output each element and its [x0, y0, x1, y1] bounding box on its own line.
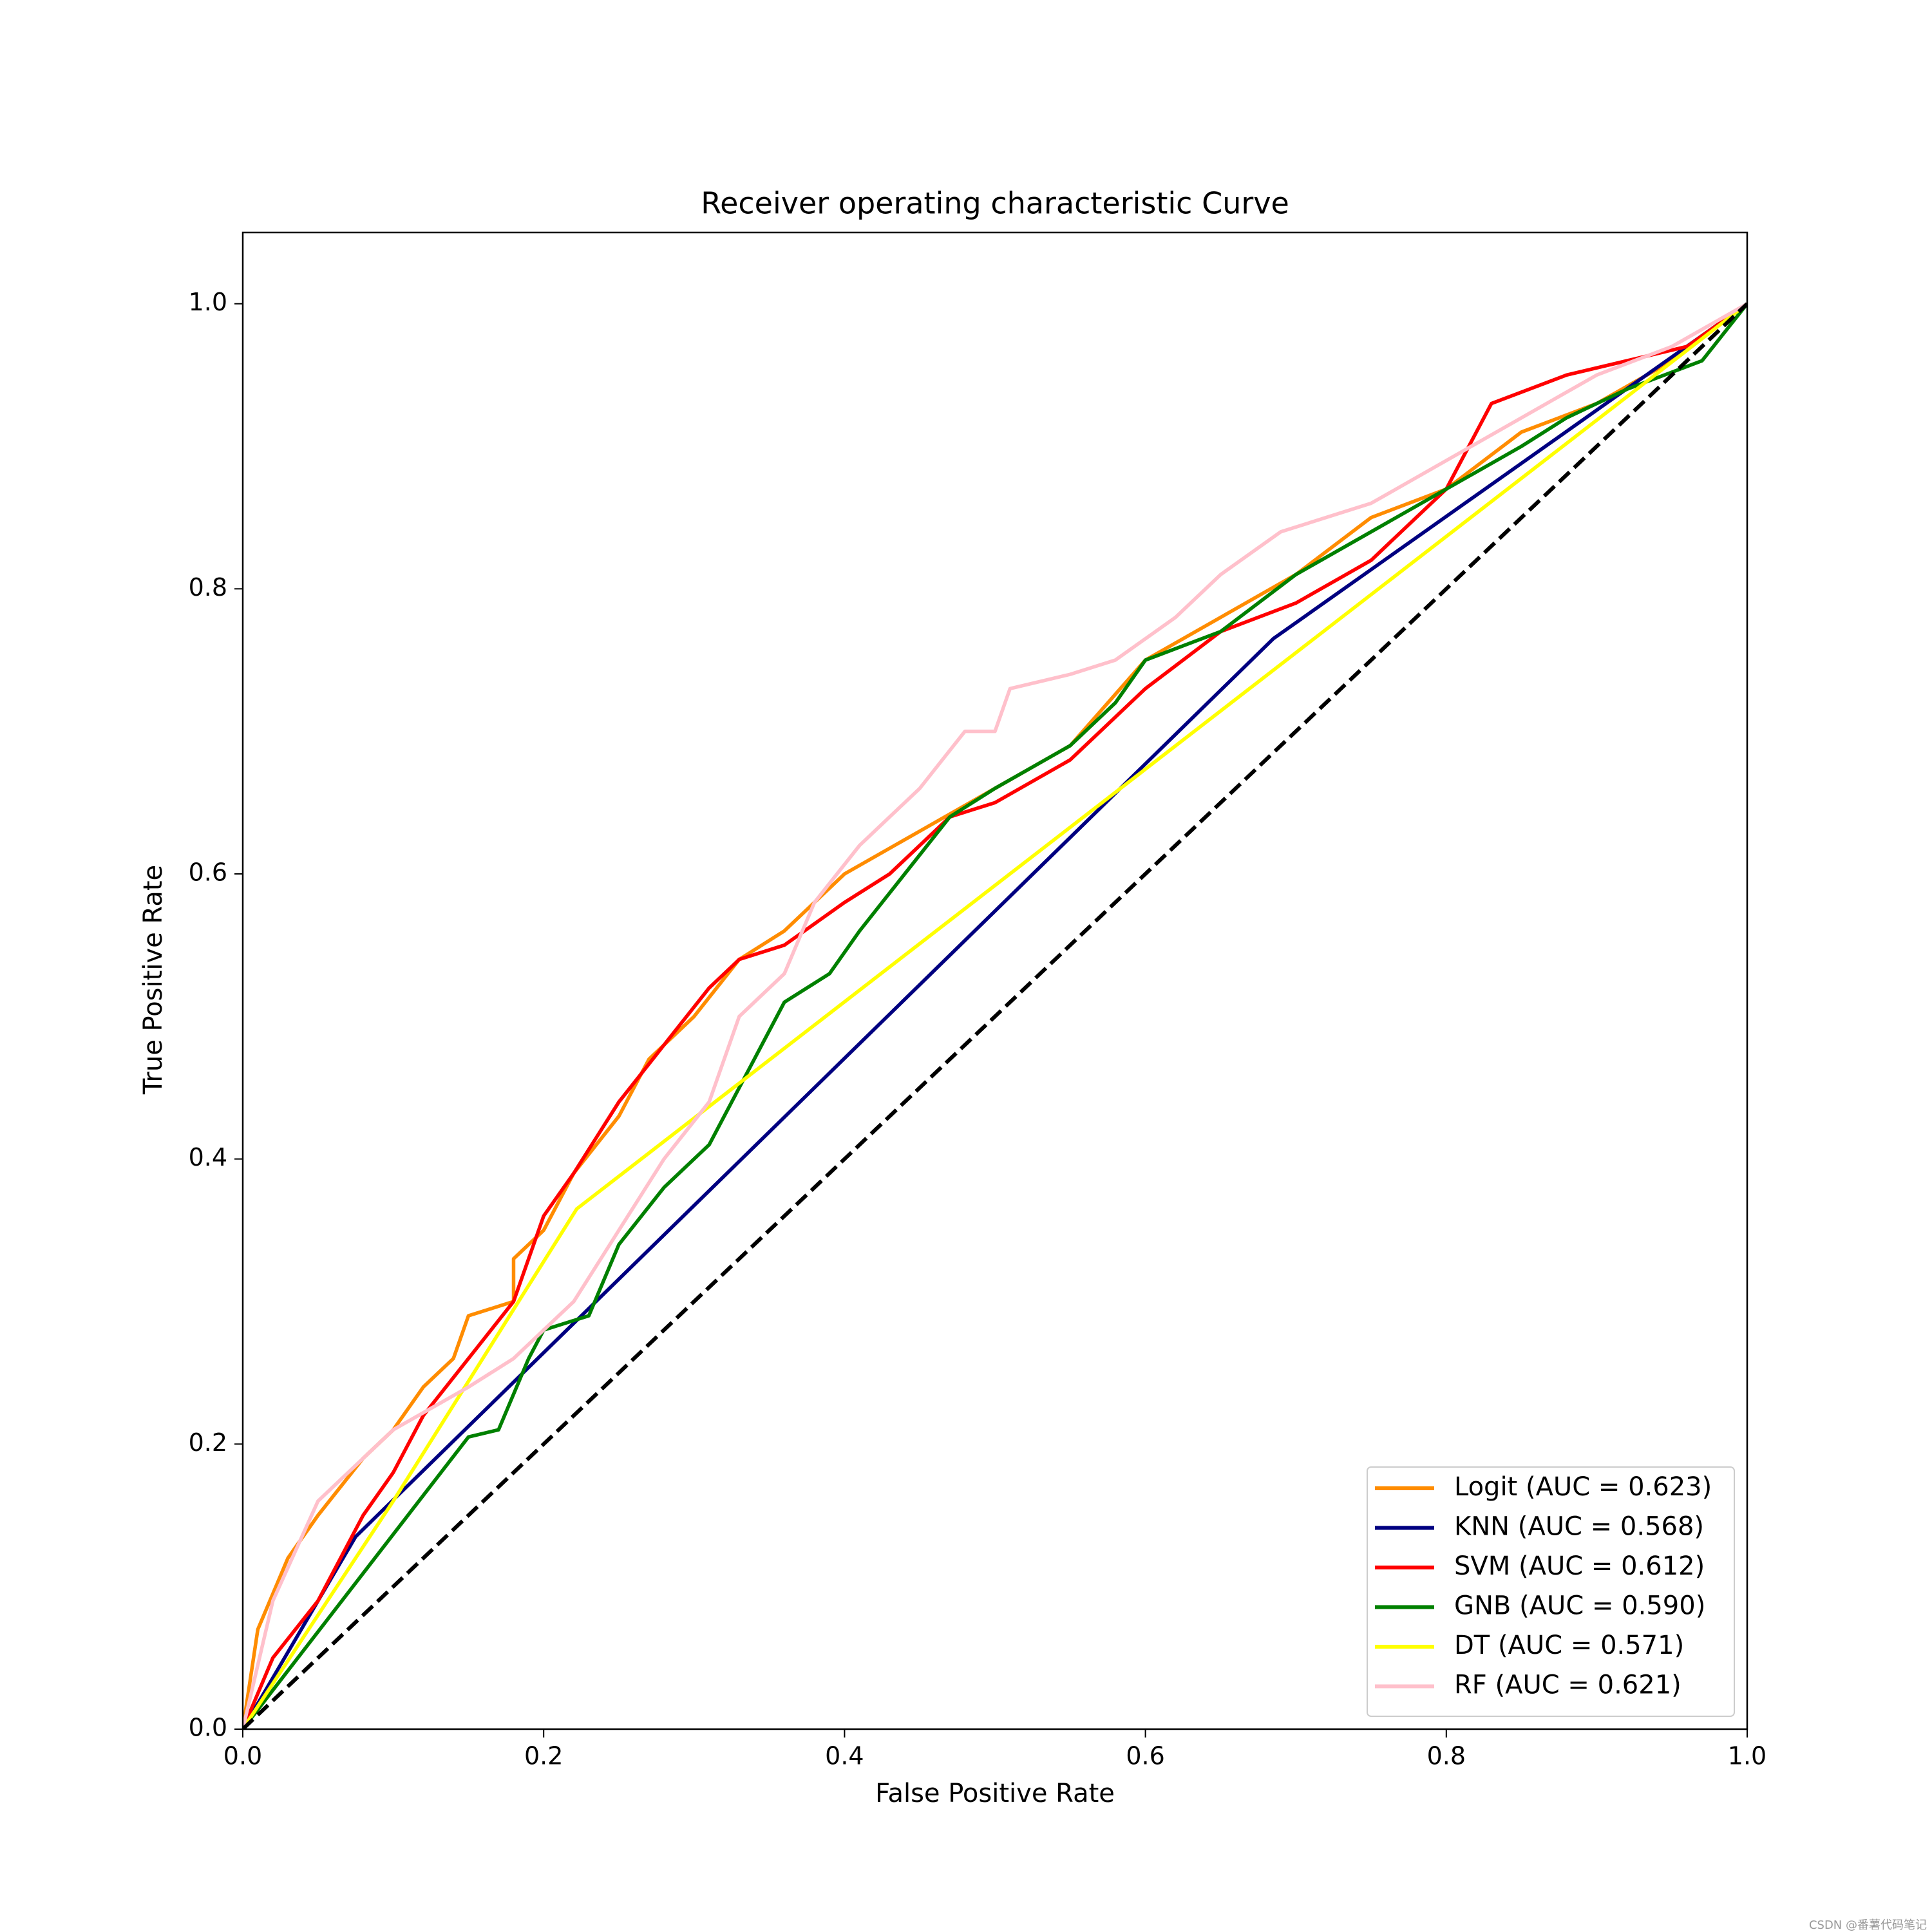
x-axis-label: False Positive Rate — [875, 1779, 1115, 1808]
x-tick-label: 1.0 — [1728, 1742, 1766, 1770]
x-tick-label: 0.0 — [223, 1742, 262, 1770]
x-tick-label: 0.2 — [524, 1742, 563, 1770]
y-tick-label: 0.2 — [189, 1428, 227, 1457]
y-tick-label: 1.0 — [189, 288, 227, 316]
roc-line — [243, 302, 1747, 1729]
legend-label: RF (AUC = 0.621) — [1454, 1671, 1681, 1700]
y-axis-label: True Positive Rate — [138, 865, 168, 1095]
chart-title: Receiver operating characteristic Curve — [701, 186, 1289, 221]
legend-label: Logit (AUC = 0.623) — [1454, 1472, 1712, 1502]
legend-label: GNB (AUC = 0.590) — [1454, 1591, 1705, 1621]
x-tick-label: 0.4 — [825, 1742, 864, 1770]
roc-line — [243, 302, 1747, 1729]
legend-box — [1367, 1466, 1735, 1717]
y-tick-label: 0.6 — [189, 858, 227, 887]
plot-frame — [242, 231, 1748, 1730]
legend-label: DT (AUC = 0.571) — [1454, 1631, 1684, 1660]
x-tick-label: 0.6 — [1126, 1742, 1164, 1770]
x-tick-label: 0.8 — [1427, 1742, 1466, 1770]
roc-line — [243, 302, 1747, 1729]
reference-line — [243, 302, 1747, 1729]
y-tick-label: 0.8 — [189, 573, 227, 601]
watermark: CSDN @番薯代码笔记 — [1809, 1918, 1927, 1932]
y-tick-label: 0.0 — [189, 1714, 227, 1742]
legend-label: SVM (AUC = 0.612) — [1454, 1551, 1705, 1581]
roc-line — [243, 302, 1747, 1729]
legend-label: KNN (AUC = 0.568) — [1454, 1512, 1704, 1542]
roc-line — [243, 302, 1747, 1729]
roc-line — [243, 302, 1747, 1729]
y-tick-label: 0.4 — [189, 1143, 227, 1171]
